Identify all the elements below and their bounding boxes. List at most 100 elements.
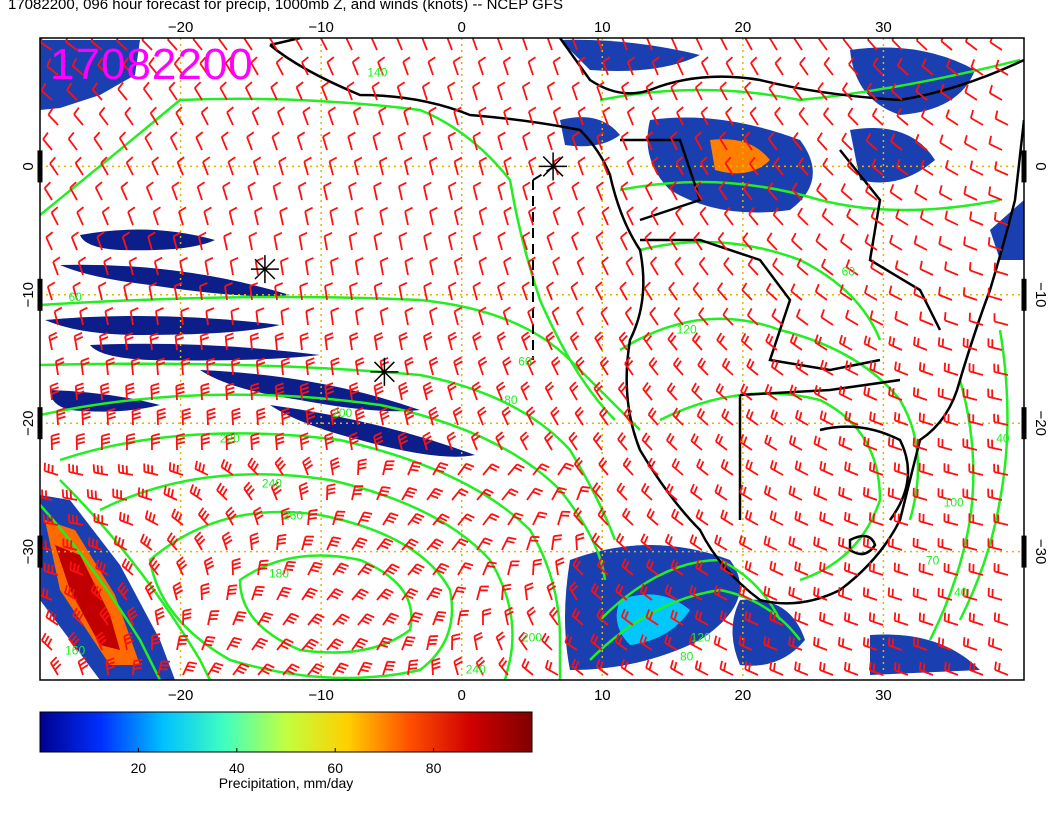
wind-barb — [818, 611, 834, 626]
wind-barb — [914, 184, 928, 201]
marker-1 — [250, 255, 279, 284]
wind-barb — [75, 432, 86, 451]
wind-barb — [738, 585, 753, 601]
wind-barb — [426, 635, 439, 651]
wind-barb — [988, 84, 1003, 101]
wind-barb — [649, 256, 659, 276]
wind-barb — [144, 510, 159, 526]
colorbar-title: Precipitation, mm/day — [218, 775, 354, 791]
wind-barb — [596, 131, 605, 151]
wind-barb — [347, 131, 356, 151]
wind-barb — [332, 613, 350, 626]
wind-barb — [919, 210, 934, 226]
wind-barb — [748, 207, 759, 226]
contour-240 — [99, 473, 514, 680]
date-stamp: 17082200 — [50, 40, 254, 89]
wind-barb — [699, 206, 709, 226]
wind-barb — [351, 485, 364, 501]
wind-barb — [865, 132, 878, 151]
wind-barb — [117, 581, 129, 601]
wind-barb — [526, 535, 540, 551]
wind-barb — [937, 587, 953, 601]
wind-barb — [602, 106, 611, 126]
wind-barb — [403, 406, 415, 426]
wind-barb — [471, 38, 478, 51]
wind-barb — [522, 131, 531, 151]
wind-barb — [573, 456, 584, 476]
lon-label-bottom: −20 — [168, 687, 193, 704]
wind-barb — [228, 206, 238, 226]
wind-barb — [421, 38, 428, 51]
wind-barb — [198, 282, 208, 301]
wind-barb — [376, 636, 393, 651]
wind-barb — [230, 307, 240, 326]
wind-barb — [304, 257, 314, 276]
wind-barb — [596, 557, 609, 576]
wind-barb — [496, 331, 507, 351]
wind-barb — [545, 331, 555, 351]
wind-barb — [844, 461, 859, 476]
wind-barb — [695, 509, 709, 526]
wind-barb — [192, 38, 203, 51]
wind-barb — [993, 563, 1009, 576]
wind-barb — [243, 38, 253, 51]
wind-barb — [257, 611, 274, 626]
wind-barb — [148, 57, 159, 76]
wind-barb — [124, 332, 134, 351]
contour-label: 180 — [269, 566, 289, 580]
wind-barb — [749, 106, 759, 126]
wind-barb — [401, 486, 418, 501]
wind-barb — [101, 206, 110, 226]
wind-barb — [795, 308, 809, 326]
wind-barb — [600, 306, 609, 326]
wind-barb — [231, 407, 241, 426]
wind-barb — [943, 612, 959, 626]
wind-barb — [472, 81, 481, 101]
wind-barb — [595, 231, 604, 251]
wind-barb — [50, 432, 60, 451]
wind-barb — [176, 156, 185, 176]
lon-label-top: 20 — [735, 19, 752, 36]
wind-barb — [769, 611, 784, 626]
wind-barb — [98, 106, 109, 126]
wind-barb — [144, 581, 157, 601]
wind-barb — [206, 407, 216, 426]
lat-label-left: −10 — [20, 282, 37, 307]
lon-label-bottom: −10 — [308, 687, 333, 704]
wind-barb — [276, 586, 292, 601]
wind-barb — [862, 537, 878, 551]
wind-barb — [426, 587, 443, 601]
wind-barb — [598, 457, 609, 476]
wind-barb — [67, 514, 84, 526]
wind-barb — [182, 608, 192, 626]
wind-barb — [372, 131, 381, 151]
wind-barb — [666, 432, 678, 451]
wind-barb — [472, 281, 481, 301]
wind-barb — [349, 332, 359, 351]
wind-barbs — [40, 38, 1009, 676]
wind-barb — [154, 607, 165, 626]
marker-3 — [539, 152, 568, 181]
wind-barb — [619, 231, 628, 251]
colorbar-tick-label: 80 — [426, 760, 442, 776]
wind-barb — [813, 435, 828, 451]
wind-barb — [495, 431, 505, 451]
wind-barb — [90, 38, 103, 51]
wind-barb — [599, 356, 609, 376]
wind-barb — [644, 231, 653, 251]
wind-barb — [401, 538, 419, 551]
wind-barb — [113, 535, 128, 551]
wind-barb — [665, 483, 678, 501]
wind-barb — [250, 432, 260, 451]
wind-barb — [477, 356, 488, 376]
wind-barb — [168, 462, 184, 476]
wind-barb — [151, 156, 160, 176]
wind-barb — [68, 631, 80, 651]
wind-barb — [99, 332, 109, 351]
contour-label: 40 — [996, 431, 1010, 445]
wind-barb — [550, 356, 561, 376]
wind-barb — [937, 387, 953, 401]
wind-barb — [837, 536, 853, 551]
wind-barb — [274, 332, 285, 351]
wind-barb — [642, 382, 653, 401]
